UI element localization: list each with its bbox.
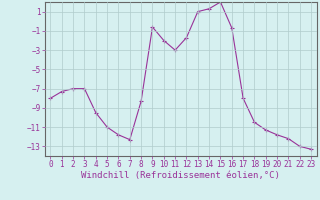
X-axis label: Windchill (Refroidissement éolien,°C): Windchill (Refroidissement éolien,°C) — [81, 171, 280, 180]
